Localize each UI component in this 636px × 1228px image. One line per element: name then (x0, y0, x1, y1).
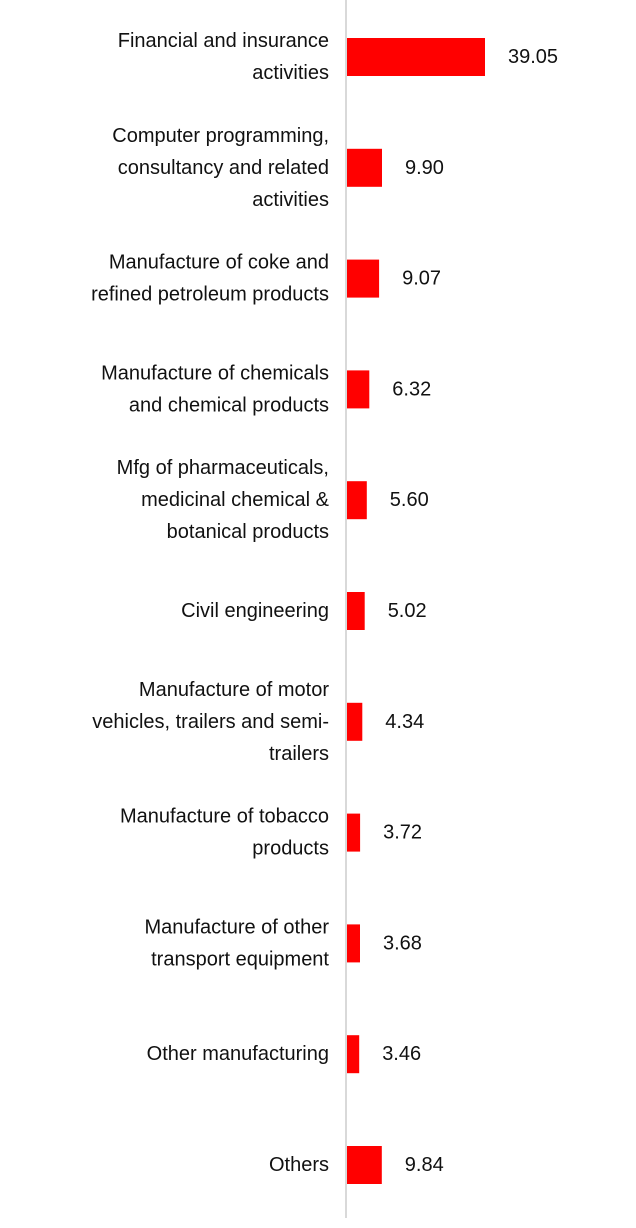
category-label: Manufacture of other (144, 916, 329, 938)
category-label: Manufacture of motor (139, 679, 329, 701)
bar (347, 370, 370, 409)
category-label: Manufacture of chemicals (101, 362, 329, 384)
bar-value-label: 4.34 (385, 711, 424, 733)
bar (347, 38, 485, 76)
category-label: vehicles, trailers and semi- (92, 711, 329, 733)
category-label: activities (252, 189, 329, 211)
bar (347, 1035, 360, 1074)
bar (347, 259, 380, 298)
bar-value-label: 6.32 (392, 378, 431, 400)
bar-value-label: 3.72 (383, 822, 422, 844)
category-label: Other manufacturing (147, 1043, 329, 1065)
category-labels-group: Financial and insurance activities Compute… (91, 30, 330, 1176)
category-label: Mfg of pharmaceuticals, (117, 457, 329, 479)
bar-value-label: 39.05 (508, 46, 558, 68)
bar (347, 481, 367, 520)
category-label: Manufacture of coke and (109, 252, 329, 274)
bar-value-label: 5.02 (388, 600, 427, 622)
category-label: trailers (269, 743, 329, 765)
bar-value-label: 5.60 (390, 489, 429, 511)
bar (347, 702, 363, 741)
category-label: refined petroleum products (91, 284, 329, 306)
category-label: products (252, 838, 329, 860)
bar (347, 592, 365, 630)
category-label: Financial and insurance (118, 30, 329, 52)
bar-value-label: 3.46 (382, 1043, 421, 1065)
bar-value-label: 3.68 (383, 932, 422, 954)
category-label: transport equipment (151, 948, 329, 970)
value-labels-group: 39.05 9.90 9.07 6.32 5.60 5.02 4.34 3.72 3.68 3.4… (382, 46, 558, 1176)
category-label: Manufacture of tobacco (120, 806, 329, 828)
bar-value-label: 9.07 (402, 268, 441, 290)
bar (347, 1146, 382, 1184)
category-label: consultancy and related (118, 157, 329, 179)
category-label: Civil engineering (181, 600, 329, 622)
bar (347, 813, 361, 852)
bar-value-label: 9.90 (405, 157, 444, 179)
category-label: Others (269, 1154, 329, 1176)
bar-value-label: 9.84 (405, 1154, 444, 1176)
bar (347, 924, 360, 963)
bar (347, 148, 382, 187)
category-label: activities (252, 62, 329, 84)
category-label: botanical products (167, 521, 329, 543)
category-label: medicinal chemical & (141, 489, 330, 511)
bars-group (347, 38, 485, 1184)
category-label: Computer programming, (112, 125, 329, 147)
category-label: and chemical products (129, 394, 329, 416)
